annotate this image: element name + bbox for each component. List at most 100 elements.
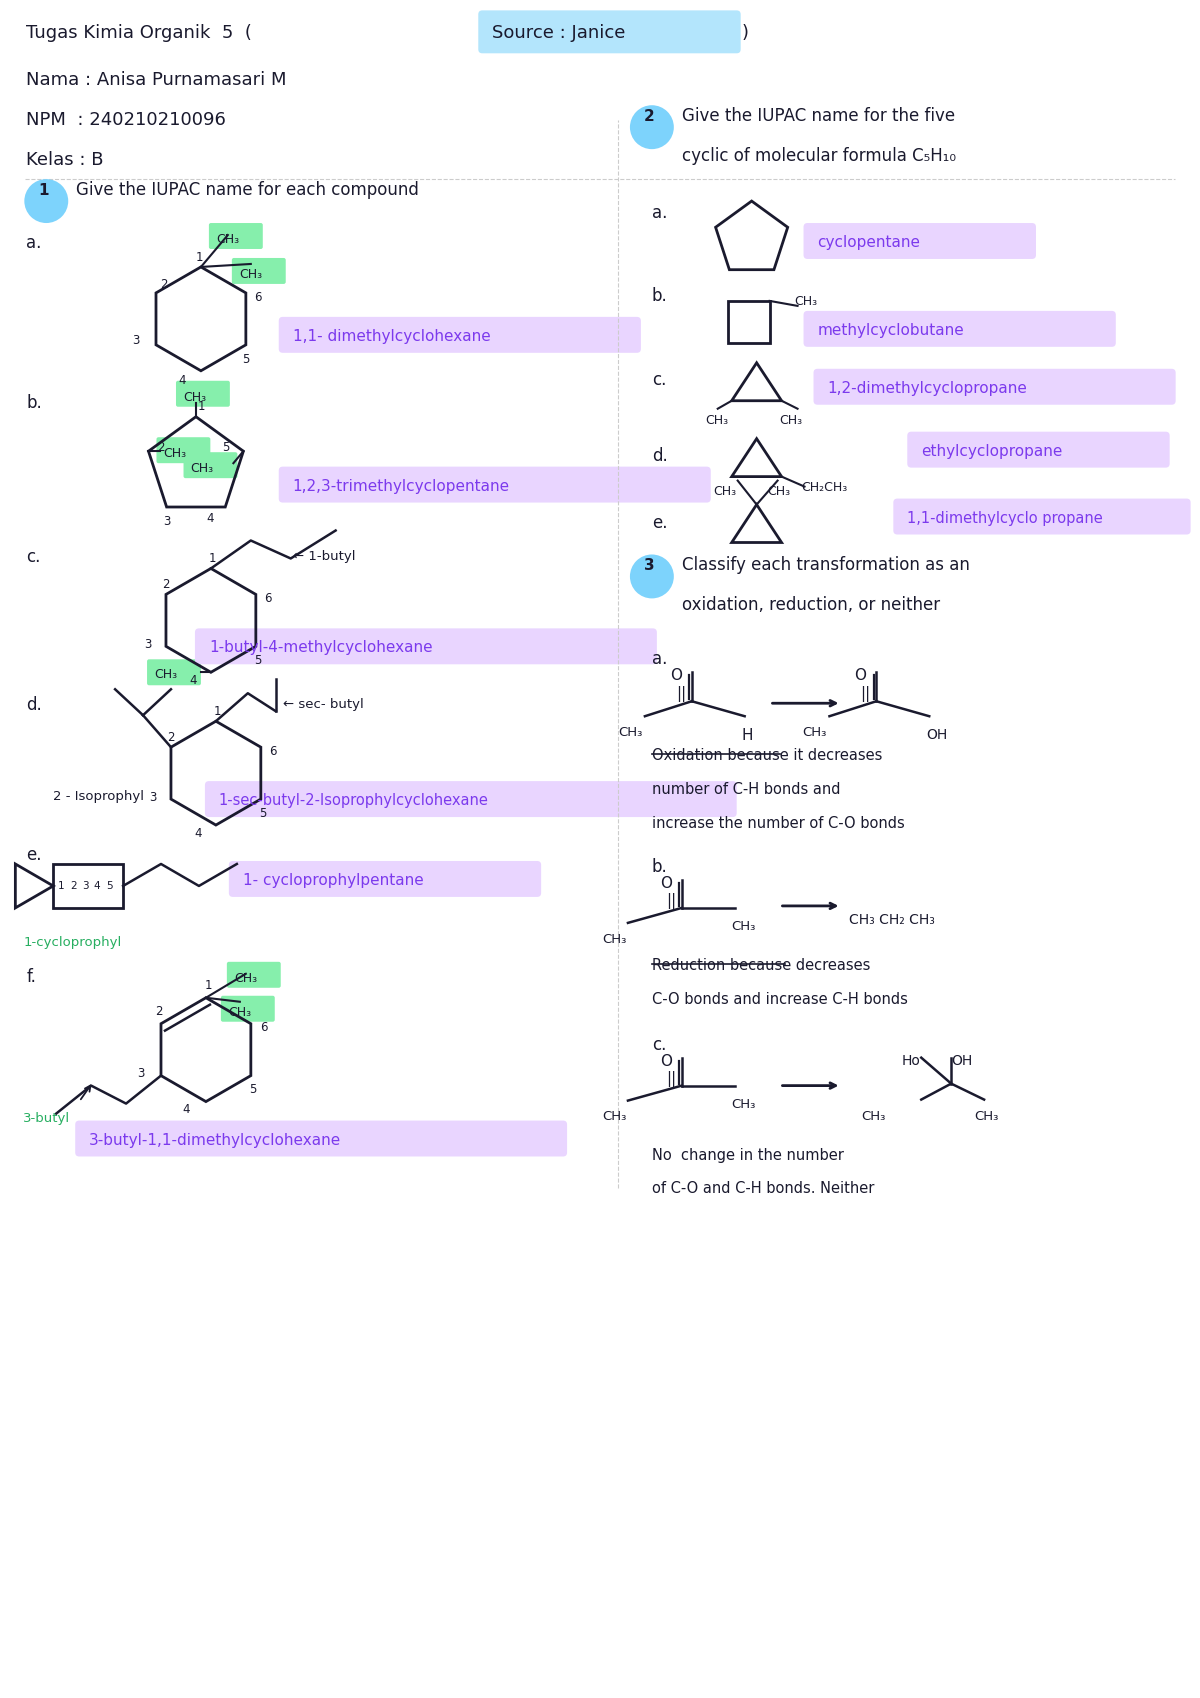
Text: CH₃: CH₃ [602,1109,626,1122]
Text: 3: 3 [144,638,151,650]
Text: 1,1- dimethylcyclohexane: 1,1- dimethylcyclohexane [293,329,491,345]
Text: CH₃: CH₃ [862,1109,886,1122]
Text: 6: 6 [264,593,271,604]
Text: Nama : Anisa Purnamasari M: Nama : Anisa Purnamasari M [26,71,287,90]
Text: 5: 5 [242,353,250,367]
Text: CH₃: CH₃ [732,1097,756,1110]
Text: CH₃: CH₃ [216,233,239,246]
Text: CH₃: CH₃ [234,971,257,985]
Text: 5: 5 [259,807,266,820]
Text: CH₃: CH₃ [704,414,728,426]
Text: f.: f. [26,968,36,987]
Text: ||: || [666,893,676,908]
Text: CH₃: CH₃ [182,391,206,404]
Text: methylcyclobutane: methylcyclobutane [817,323,965,338]
Text: 4: 4 [179,374,186,387]
Text: 6: 6 [269,745,276,757]
Text: 1-butyl-4-methylcyclohexane: 1-butyl-4-methylcyclohexane [209,640,432,655]
Text: CH₃: CH₃ [974,1109,998,1122]
Text: Give the IUPAC name for the five: Give the IUPAC name for the five [682,107,955,126]
FancyBboxPatch shape [804,222,1036,260]
Text: CH₃: CH₃ [163,447,186,460]
Text: NPM  : 240210210096: NPM : 240210210096 [26,110,227,129]
FancyBboxPatch shape [893,499,1190,535]
Text: H: H [742,728,754,744]
Text: O: O [854,669,866,683]
Text: Reduction because decreases: Reduction because decreases [652,958,870,973]
FancyBboxPatch shape [176,380,230,408]
Text: 6: 6 [260,1020,268,1034]
Text: CH₃: CH₃ [228,1005,251,1019]
Text: 1,1-dimethylcyclo propane: 1,1-dimethylcyclo propane [907,511,1103,526]
Text: 1: 1 [209,552,217,565]
Text: 4: 4 [194,827,202,839]
Text: of C-O and C-H bonds. Neither: of C-O and C-H bonds. Neither [652,1182,875,1197]
Text: 2: 2 [155,1005,163,1019]
Text: cyclopentane: cyclopentane [817,234,920,250]
Text: 1- cycloprophylpentane: 1- cycloprophylpentane [242,873,424,888]
Text: increase the number of C-O bonds: increase the number of C-O bonds [652,817,905,830]
Text: 4: 4 [94,881,101,891]
Text: CH₃: CH₃ [191,462,214,475]
Text: CH₂CH₃: CH₂CH₃ [802,481,847,494]
Text: 2: 2 [70,881,77,891]
Text: 3: 3 [644,559,654,572]
Text: Kelas : B: Kelas : B [26,151,104,170]
Text: CH₃: CH₃ [768,484,791,498]
Text: 2: 2 [157,441,164,453]
FancyBboxPatch shape [76,1121,568,1156]
Text: 2: 2 [161,278,168,292]
Text: e.: e. [652,513,667,531]
Text: a.: a. [26,234,42,251]
Text: 1: 1 [214,705,222,718]
Text: 4: 4 [190,674,197,686]
FancyBboxPatch shape [907,431,1170,467]
Text: ← sec- butyl: ← sec- butyl [283,698,364,711]
Text: CH₃: CH₃ [732,920,756,932]
Text: OH: OH [926,728,948,742]
Text: 3: 3 [137,1066,145,1080]
Text: ||: || [666,1071,676,1087]
Text: Source : Janice: Source : Janice [492,24,625,42]
Text: 2: 2 [162,577,169,591]
Text: c.: c. [652,370,666,389]
Text: CH₃: CH₃ [780,414,803,426]
FancyBboxPatch shape [814,368,1176,404]
FancyBboxPatch shape [278,318,641,353]
Text: 1-sec-butyl-2-Isoprophylcyclohexane: 1-sec-butyl-2-Isoprophylcyclohexane [218,793,488,808]
Text: O: O [660,1054,672,1068]
Text: ← 1-butyl: ← 1-butyl [293,550,355,564]
Text: number of C-H bonds and: number of C-H bonds and [652,783,840,796]
Text: 2: 2 [644,109,655,124]
Text: Oxidation because it decreases: Oxidation because it decreases [652,749,882,762]
Text: ||: || [860,686,871,703]
Text: 5: 5 [222,441,229,453]
FancyBboxPatch shape [227,961,281,988]
FancyBboxPatch shape [479,10,740,53]
Text: 1: 1 [205,980,212,992]
Text: 1-cycloprophyl: 1-cycloprophyl [23,936,121,949]
Text: 5: 5 [254,654,262,667]
Text: 1: 1 [58,881,65,891]
Text: ethylcyclopropane: ethylcyclopropane [922,443,1063,458]
Text: b.: b. [652,287,667,306]
Text: 5: 5 [106,881,113,891]
Text: CH₃: CH₃ [714,484,737,498]
Text: Classify each transformation as an: Classify each transformation as an [682,557,970,574]
Text: d.: d. [26,696,42,715]
Text: ): ) [742,24,749,42]
Text: Tugas Kimia Organik  5  (: Tugas Kimia Organik 5 ( [26,24,252,42]
Text: C-O bonds and increase C-H bonds: C-O bonds and increase C-H bonds [652,992,907,1007]
Circle shape [630,105,674,149]
Text: 4: 4 [206,513,214,525]
Text: 1: 1 [197,401,205,413]
Text: ||: || [676,686,686,703]
Text: 3: 3 [82,881,89,891]
Text: No  change in the number: No change in the number [652,1148,844,1163]
FancyBboxPatch shape [184,452,238,479]
Text: CH₃: CH₃ [239,268,262,280]
Text: 3: 3 [149,791,157,803]
Text: Give the IUPAC name for each compound: Give the IUPAC name for each compound [77,182,419,199]
Text: 1,2-dimethylcyclopropane: 1,2-dimethylcyclopropane [828,380,1027,396]
Text: 3: 3 [163,516,170,528]
